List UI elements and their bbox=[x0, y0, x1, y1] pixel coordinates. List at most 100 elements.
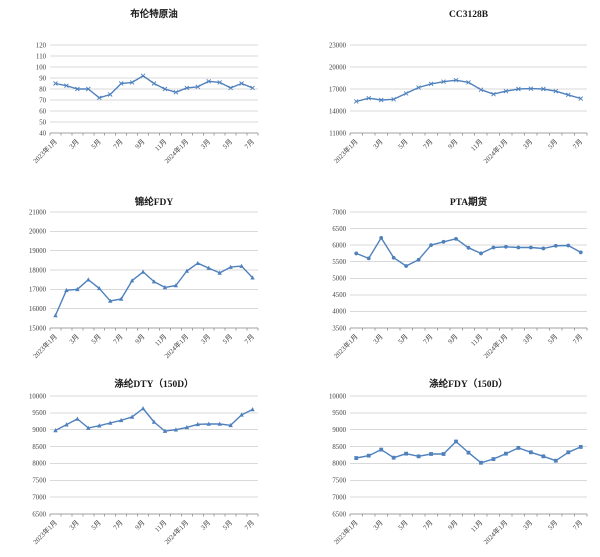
x-tick-label: 7月 bbox=[243, 333, 256, 346]
line-plot-polyester-fdy-150d: 涤纶FDY（150D） 6500 7000 7500 8000 8500 9000 9500… bbox=[329, 378, 588, 546]
y-tick-label: 80 bbox=[39, 86, 46, 93]
x-tick-label: 2024年1月 bbox=[481, 332, 509, 360]
y-tick-label: 3500 bbox=[332, 325, 346, 332]
y-tick-label: 70 bbox=[39, 97, 46, 104]
x-marker bbox=[565, 92, 571, 98]
x-tick-label: 9月 bbox=[134, 138, 147, 151]
square-marker bbox=[566, 450, 571, 455]
y-tick-label: 7000 bbox=[32, 494, 46, 501]
chart-polyester-dty-150d: 涤纶DTY（150D） 6500 7000 7500 8000 8500 9000 9500… bbox=[18, 372, 290, 557]
x-marker bbox=[184, 85, 190, 91]
x-tick-label: 9月 bbox=[447, 138, 460, 151]
x-axis bbox=[349, 513, 588, 517]
line-plot-polyester-dty-150d: 涤纶DTY（150D） 6500 7000 7500 8000 8500 9000 9500… bbox=[29, 378, 259, 546]
y-tick-label: 6500 bbox=[332, 511, 346, 518]
circle-marker bbox=[366, 256, 371, 261]
x-marker bbox=[217, 80, 223, 85]
x-tick-label: 3月 bbox=[372, 138, 385, 151]
x-marker bbox=[140, 73, 146, 79]
x-marker bbox=[151, 81, 157, 86]
circle-marker bbox=[354, 251, 359, 256]
y-gridlines bbox=[50, 211, 258, 329]
line-plot-nylon-fdy: 锦纶FDY 15000 16000 17000 18000 19000 20000 2100… bbox=[29, 196, 259, 360]
x-tick-label: 2024年1月 bbox=[162, 332, 190, 360]
triangle-marker bbox=[206, 421, 211, 426]
square-marker bbox=[391, 455, 396, 460]
x-tick-label: 7月 bbox=[112, 138, 125, 151]
x-tick-label: 3月 bbox=[199, 333, 212, 346]
x-tick-label: 2024年1月 bbox=[481, 518, 509, 546]
x-marker bbox=[162, 86, 168, 92]
x-tick-label: 2023年1月 bbox=[332, 518, 360, 546]
y-tick-label: 9500 bbox=[332, 410, 346, 417]
triangle-marker bbox=[250, 407, 255, 412]
y-tick-label: 11000 bbox=[329, 130, 346, 137]
x-tick-label: 3月 bbox=[199, 138, 212, 151]
y-gridlines bbox=[350, 211, 587, 329]
circle-marker bbox=[553, 243, 558, 248]
chart-title: PTA期货 bbox=[450, 196, 488, 208]
triangle-marker bbox=[129, 414, 135, 419]
triangle-marker bbox=[151, 419, 157, 424]
x-marker bbox=[453, 77, 459, 83]
x-marker bbox=[53, 81, 58, 86]
y-tick-label: 100 bbox=[36, 64, 47, 71]
circle-marker bbox=[391, 255, 396, 260]
x-marker bbox=[541, 86, 546, 92]
data-point-markers bbox=[354, 235, 583, 268]
x-tick-label: 5月 bbox=[546, 138, 559, 151]
x-axis bbox=[49, 327, 259, 331]
x-marker bbox=[75, 86, 80, 92]
y-gridlines bbox=[50, 395, 258, 515]
chart-title: 涤纶FDY（150D） bbox=[429, 378, 508, 390]
chart-title: 涤纶DTY（150D） bbox=[114, 378, 193, 390]
y-tick-label: 7500 bbox=[332, 478, 346, 485]
triangle-marker bbox=[86, 277, 91, 282]
x-marker bbox=[173, 89, 179, 95]
x-axis bbox=[49, 132, 259, 136]
y-tick-label: 8000 bbox=[32, 461, 46, 468]
circle-marker bbox=[491, 245, 496, 250]
square-marker bbox=[416, 454, 421, 459]
x-marker bbox=[578, 96, 584, 101]
triangle-marker bbox=[75, 416, 80, 421]
x-tick-label: 3月 bbox=[372, 333, 385, 346]
x-tick-label: 11月 bbox=[153, 138, 168, 153]
y-tick-label: 9000 bbox=[32, 427, 46, 434]
y-tick-label: 6500 bbox=[32, 511, 46, 518]
chart-polyester-fdy-150d: 涤纶FDY（150D） 6500 7000 7500 8000 8500 9000 9500… bbox=[318, 372, 595, 557]
x-tick-label: 5月 bbox=[546, 519, 559, 532]
x-tick-label: 11月 bbox=[153, 519, 168, 534]
triangle-marker bbox=[217, 421, 222, 426]
y-axis-labels: 6500 7000 7500 8000 8500 9000 9500 10000 bbox=[329, 393, 347, 518]
x-tick-label: 5月 bbox=[221, 519, 234, 532]
x-tick-label: 3月 bbox=[68, 519, 81, 532]
triangle-marker bbox=[129, 278, 135, 283]
circle-marker bbox=[566, 243, 571, 248]
chart-nylon-fdy: 锦纶FDY 15000 16000 17000 18000 19000 20000 2100… bbox=[18, 190, 290, 375]
x-tick-label: 2023年1月 bbox=[332, 137, 360, 165]
y-tick-label: 18000 bbox=[29, 267, 47, 274]
x-tick-label: 7月 bbox=[571, 519, 584, 532]
chart-title: 布伦特原油 bbox=[129, 8, 178, 20]
x-tick-label: 5月 bbox=[221, 333, 234, 346]
y-tick-label: 6000 bbox=[332, 242, 346, 249]
triangle-marker bbox=[118, 296, 124, 301]
y-tick-label: 10000 bbox=[329, 393, 347, 400]
series-line bbox=[55, 75, 253, 99]
y-tick-label: 16000 bbox=[29, 306, 47, 313]
y-tick-label: 110 bbox=[36, 53, 47, 60]
x-tick-label: 5月 bbox=[397, 333, 410, 346]
x-tick-label: 7月 bbox=[243, 519, 256, 532]
y-tick-label: 5000 bbox=[332, 276, 346, 283]
y-tick-label: 17000 bbox=[29, 287, 47, 294]
data-point-markers bbox=[353, 77, 584, 104]
square-marker bbox=[466, 450, 471, 455]
data-point-markers bbox=[53, 73, 255, 101]
y-tick-label: 8000 bbox=[332, 461, 346, 468]
line-plot-pta-futures: PTA期货 3500 4000 4500 5000 5500 6000 6500 7000 20… bbox=[332, 196, 588, 360]
x-tick-label: 5月 bbox=[90, 333, 103, 346]
y-axis-labels: 6500 7000 7500 8000 8500 9000 9500 10000 bbox=[29, 393, 47, 518]
square-marker bbox=[366, 453, 371, 458]
